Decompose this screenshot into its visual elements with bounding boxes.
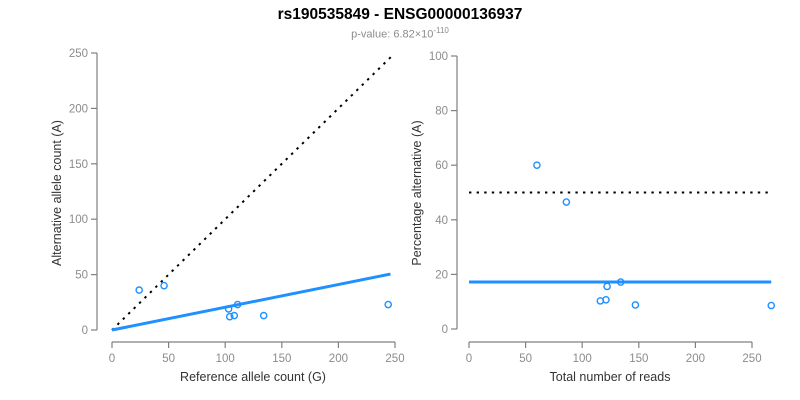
data-point bbox=[533, 161, 541, 169]
y-tick-label: 50 bbox=[75, 270, 88, 282]
x-tick-label: 0 bbox=[109, 353, 115, 365]
right-x-axis-title: Total number of reads bbox=[549, 370, 671, 384]
data-point bbox=[384, 300, 393, 309]
right-scatter-panel: 0 20 40 60 80 100 0 50 100 150 200 250 bbox=[429, 51, 776, 365]
y-tick-label: 150 bbox=[69, 159, 88, 171]
x-tick-label: 100 bbox=[216, 353, 235, 365]
data-point bbox=[230, 311, 239, 320]
y-tick-label: 200 bbox=[69, 103, 88, 115]
x-tick-label: 150 bbox=[272, 353, 291, 365]
y-tick-label: 40 bbox=[435, 215, 448, 227]
data-point bbox=[233, 300, 242, 309]
y-tick-label: 60 bbox=[435, 160, 448, 172]
x-tick-label: 100 bbox=[573, 353, 592, 365]
x-tick-label: 150 bbox=[629, 353, 648, 365]
data-point bbox=[160, 281, 168, 290]
y-tick-label: 0 bbox=[442, 324, 448, 336]
x-tick-label: 0 bbox=[466, 353, 472, 365]
x-tick-label: 50 bbox=[162, 353, 175, 365]
y-tick-label: 100 bbox=[429, 51, 448, 63]
data-point bbox=[616, 278, 625, 286]
data-point bbox=[603, 282, 611, 291]
data-point bbox=[225, 312, 234, 321]
y-tick-label: 0 bbox=[82, 325, 88, 337]
x-tick-label: 50 bbox=[519, 353, 532, 365]
data-point bbox=[631, 301, 640, 309]
x-tick-label: 200 bbox=[686, 353, 705, 365]
y-tick-label: 250 bbox=[69, 48, 88, 60]
identity-line bbox=[111, 55, 393, 331]
data-point bbox=[224, 305, 233, 313]
y-tick-label: 20 bbox=[435, 269, 448, 281]
left-scatter-panel: 0 50 100 150 200 250 0 50 100 150 200 250 bbox=[69, 48, 405, 365]
data-point bbox=[767, 301, 776, 310]
left-y-axis-title: Alternative allele count (A) bbox=[50, 120, 64, 266]
y-tick-label: 100 bbox=[69, 214, 88, 226]
pvalue-subtitle: p-value: 6.82×10-110 bbox=[0, 26, 800, 41]
data-point bbox=[562, 198, 571, 206]
right-y-axis-title: Percentage alternative (A) bbox=[410, 120, 424, 266]
figure-title: rs190535849 - ENSG00000136937 bbox=[277, 6, 523, 23]
left-x-axis-title: Reference allele count (G) bbox=[180, 370, 326, 384]
data-point bbox=[259, 311, 268, 320]
data-point bbox=[135, 286, 143, 294]
x-tick-label: 250 bbox=[742, 353, 761, 365]
data-point bbox=[602, 295, 610, 304]
pvalue-text: p-value: 6.82×10 bbox=[351, 28, 434, 41]
x-tick-label: 250 bbox=[385, 353, 404, 365]
y-tick-label: 80 bbox=[435, 106, 448, 118]
x-tick-label: 200 bbox=[329, 353, 348, 365]
pvalue-exponent: -110 bbox=[433, 26, 449, 35]
fit-line bbox=[111, 272, 391, 332]
